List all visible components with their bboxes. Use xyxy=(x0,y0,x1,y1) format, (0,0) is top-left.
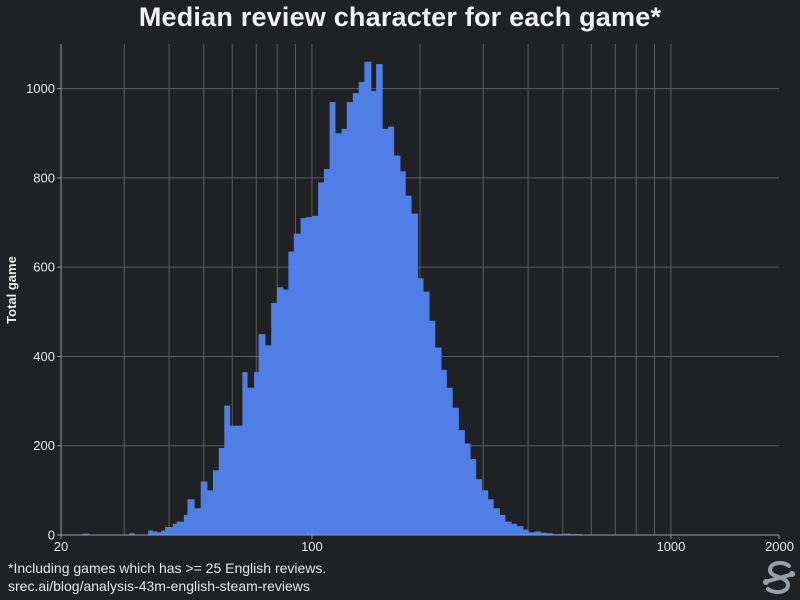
footnote-criteria: *Including games which has >= 25 English… xyxy=(8,560,327,576)
histogram-bar xyxy=(293,233,302,536)
grid-lines xyxy=(61,44,779,535)
histogram-bar xyxy=(540,532,547,535)
y-tick-label: 800 xyxy=(33,170,55,185)
histogram-bar xyxy=(382,128,389,536)
histogram-bar xyxy=(156,532,162,535)
histogram-bar xyxy=(187,499,195,535)
histogram-bar xyxy=(417,278,424,535)
histogram-bar xyxy=(487,499,494,535)
histogram-bar xyxy=(329,102,336,535)
histogram-bar xyxy=(388,126,395,535)
histogram-bar xyxy=(152,531,158,535)
x-tick-label: 20 xyxy=(54,539,68,554)
histogram-bar xyxy=(534,531,541,535)
histogram-bar xyxy=(277,287,284,535)
histogram-bar xyxy=(470,459,477,535)
histogram-bar xyxy=(481,490,489,535)
histogram-bar xyxy=(206,490,214,535)
histogram-bar xyxy=(446,387,453,535)
histogram-bar xyxy=(346,102,354,535)
histogram-bar xyxy=(183,514,188,535)
histogram-bar xyxy=(511,523,518,535)
histogram-bar xyxy=(352,93,360,535)
histogram-bar xyxy=(165,526,174,535)
histogram-bar xyxy=(499,514,506,535)
histogram-bar xyxy=(264,345,272,535)
chart-title: Median review character for each game* xyxy=(138,2,662,32)
histogram-bar xyxy=(82,533,90,535)
histogram-bar xyxy=(200,481,208,535)
histogram-bar xyxy=(318,182,325,535)
histogram-bar xyxy=(505,521,512,535)
histogram-bar xyxy=(323,168,330,535)
histogram-bar xyxy=(282,289,289,535)
histogram-bar xyxy=(452,407,459,535)
histogram-bar xyxy=(458,430,465,535)
histogram-bar xyxy=(441,369,447,535)
axes xyxy=(57,44,780,539)
footnote-source-url: srec.ai/blog/analysis-43m-english-steam-… xyxy=(8,578,310,594)
histogram-bar xyxy=(370,90,377,536)
histogram-bar xyxy=(429,320,436,535)
y-tick-label: 0 xyxy=(48,528,55,543)
histogram-bar xyxy=(254,372,259,535)
histogram-bar xyxy=(400,171,406,536)
histogram-bar xyxy=(176,521,185,535)
x-tick-label: 1000 xyxy=(656,539,685,554)
histogram-bar xyxy=(522,529,529,535)
y-tick-label: 600 xyxy=(33,260,55,275)
histogram-bar xyxy=(300,218,306,535)
srec-logo-icon xyxy=(763,560,795,595)
histogram-bar xyxy=(493,508,500,535)
histogram-bar xyxy=(546,533,553,535)
histogram-bar xyxy=(335,133,343,536)
x-tick-label: 100 xyxy=(301,539,323,554)
histogram-bar xyxy=(194,508,202,535)
histogram-bar xyxy=(229,425,236,535)
histogram-bar xyxy=(341,128,348,536)
histogram-bar xyxy=(411,213,419,536)
histogram-bar xyxy=(464,443,471,535)
histogram-bar xyxy=(218,447,225,535)
tick-labels: 0 200 400 600 800 1000 20 100 1000 2000 xyxy=(26,81,794,554)
histogram-bar xyxy=(364,61,372,535)
histogram-bar xyxy=(405,195,412,535)
histogram-bar xyxy=(311,215,319,535)
histogram-bar xyxy=(161,530,166,535)
histogram-bar xyxy=(423,291,430,535)
histogram-bar xyxy=(212,470,220,535)
histogram-bar xyxy=(516,526,524,535)
histogram-bar xyxy=(358,81,365,535)
histogram-bar xyxy=(242,372,248,535)
histogram-bar xyxy=(475,479,483,535)
histogram-bars xyxy=(82,61,588,536)
histogram-bar xyxy=(224,405,231,535)
histogram-bar xyxy=(393,155,401,535)
histogram-bar xyxy=(129,533,135,535)
histogram-bar xyxy=(376,64,383,535)
histogram-bar xyxy=(247,387,255,535)
y-tick-label: 200 xyxy=(33,438,55,453)
histogram-bar xyxy=(148,530,154,535)
histogram-bar xyxy=(271,302,278,535)
y-tick-label: 1000 xyxy=(26,81,55,96)
y-axis-label: Total game xyxy=(4,256,19,324)
histogram-bar xyxy=(434,347,442,535)
histogram-bar xyxy=(172,523,178,535)
histogram-bar xyxy=(288,251,295,536)
histogram-bar xyxy=(528,532,535,535)
x-tick-label: 2000 xyxy=(765,539,794,554)
histogram-bar xyxy=(258,334,266,535)
y-tick-label: 400 xyxy=(33,349,55,364)
histogram-bar xyxy=(305,217,313,535)
histogram-bar xyxy=(234,425,243,535)
histogram-bar xyxy=(563,533,571,535)
